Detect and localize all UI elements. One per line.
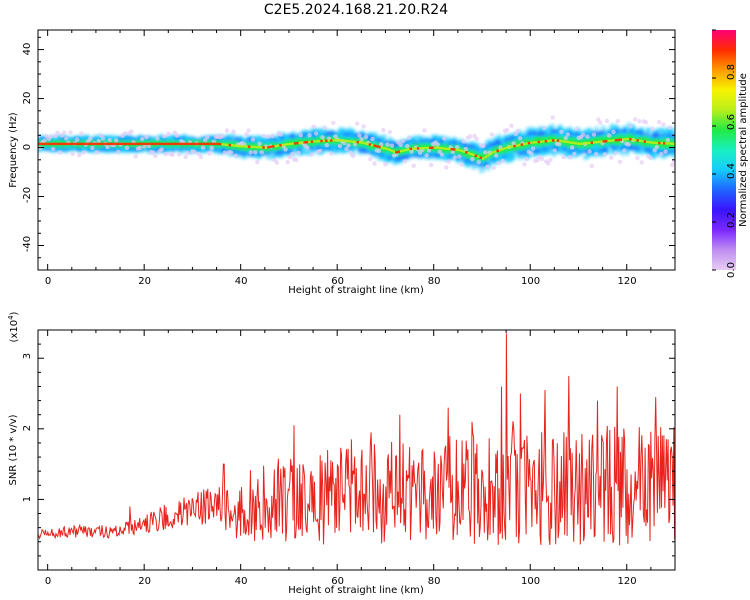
ridge-cell bbox=[509, 154, 516, 161]
ridge-cell bbox=[231, 133, 237, 139]
ridge-cell bbox=[546, 149, 552, 155]
ridge-cell bbox=[654, 132, 660, 138]
ridge-cell bbox=[625, 151, 630, 156]
ridge-cell bbox=[301, 149, 307, 155]
ridge-cell bbox=[392, 159, 398, 165]
ridge-cell bbox=[540, 131, 546, 137]
spectrogram-panel: 0 20 40 60 80 100 120 -40 -20 0 20 40 He… bbox=[8, 29, 676, 296]
figure-title: C2E5.2024.168.21.20.R24 bbox=[264, 2, 448, 18]
ridge-cell bbox=[532, 152, 539, 158]
ridge-cell bbox=[411, 137, 417, 143]
ridge-cell bbox=[667, 129, 674, 135]
ridge-cell bbox=[375, 137, 382, 143]
ridge-cell bbox=[455, 158, 461, 164]
ridge-cell bbox=[609, 123, 615, 128]
ridge-cell bbox=[645, 127, 651, 133]
ridge-cell bbox=[587, 127, 593, 133]
ridge-cell bbox=[202, 149, 208, 154]
ridge-cell bbox=[613, 125, 619, 131]
ridge-cell bbox=[537, 127, 543, 133]
ridge-cell bbox=[661, 128, 667, 134]
ridge-cell bbox=[278, 149, 284, 155]
spectrogram-heatmap bbox=[38, 115, 675, 174]
ridge-cell bbox=[481, 167, 486, 172]
ridge-cell bbox=[594, 126, 599, 131]
ridge-cell bbox=[473, 164, 478, 169]
